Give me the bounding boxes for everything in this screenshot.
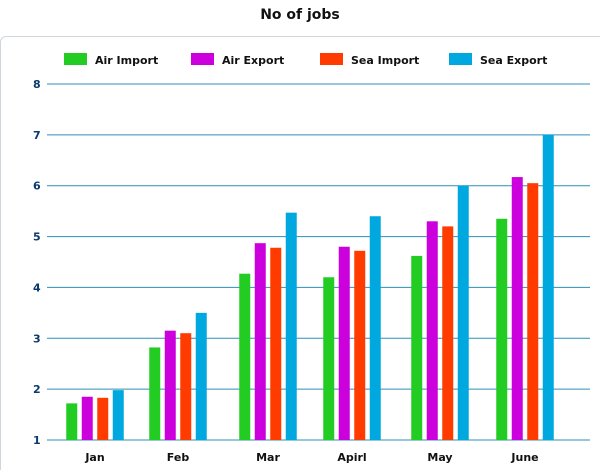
bar xyxy=(66,403,78,440)
y-tick-label: 1 xyxy=(33,434,41,447)
x-tick-label: Apirl xyxy=(337,451,366,464)
x-tick-label: Feb xyxy=(167,451,190,464)
bar xyxy=(112,390,124,440)
legend-label: Air Import xyxy=(95,54,158,67)
legend-label: Sea Export xyxy=(480,54,547,67)
bar xyxy=(527,183,539,440)
bar xyxy=(442,226,454,440)
chart-frame xyxy=(0,36,600,470)
bar xyxy=(195,312,207,440)
bar xyxy=(354,250,366,440)
y-tick-label: 8 xyxy=(33,78,41,91)
bar xyxy=(338,246,350,440)
bar xyxy=(323,277,335,440)
x-tick-label: Mar xyxy=(256,451,280,464)
chart-title: No of jobs xyxy=(260,7,340,23)
bar xyxy=(239,273,251,440)
bar xyxy=(164,330,176,440)
y-tick-label: 3 xyxy=(33,332,41,345)
bar xyxy=(426,221,438,440)
bar xyxy=(149,347,161,440)
x-tick-label: May xyxy=(427,451,452,464)
bar xyxy=(542,134,554,440)
bar xyxy=(285,212,297,440)
legend-swatch xyxy=(64,53,87,65)
bar xyxy=(97,397,109,440)
bar xyxy=(81,396,93,440)
y-tick-label: 7 xyxy=(33,129,41,142)
bar xyxy=(496,218,508,440)
legend-swatch xyxy=(320,53,343,65)
bar xyxy=(369,216,381,440)
legend-label: Sea Import xyxy=(351,54,419,67)
legend-swatch xyxy=(449,53,472,65)
legend-label: Air Export xyxy=(222,54,284,67)
bar xyxy=(180,333,192,440)
y-tick-label: 6 xyxy=(33,180,41,193)
y-tick-label: 2 xyxy=(33,383,41,396)
y-tick-label: 4 xyxy=(33,281,41,294)
bar xyxy=(270,247,282,440)
bar xyxy=(411,255,423,440)
y-tick-label: 5 xyxy=(33,231,41,244)
x-tick-label: June xyxy=(510,451,538,464)
bar xyxy=(457,185,469,440)
bar xyxy=(254,243,266,440)
legend-swatch xyxy=(191,53,214,65)
x-tick-label: Jan xyxy=(84,451,104,464)
bar xyxy=(511,177,523,440)
